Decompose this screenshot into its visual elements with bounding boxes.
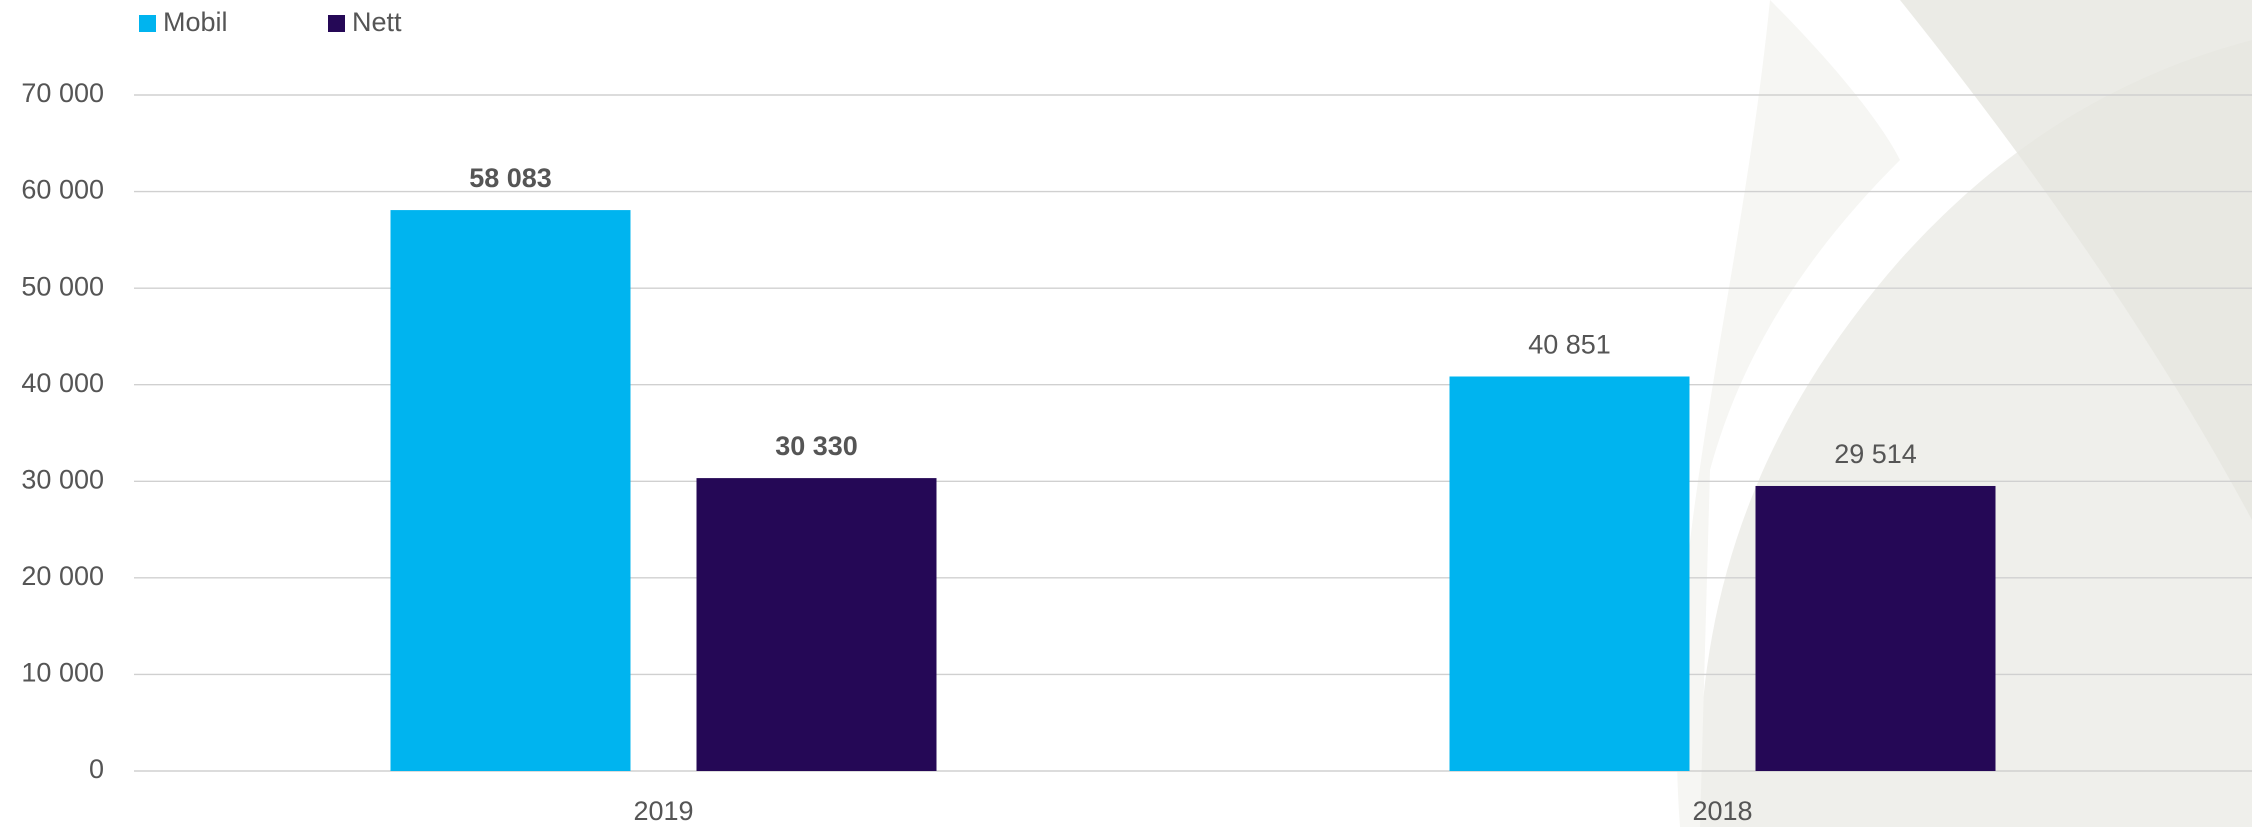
legend-swatch (328, 15, 345, 32)
bar (390, 210, 631, 771)
legend-label: Nett (352, 7, 402, 37)
x-tick-label: 2018 (1692, 796, 1752, 826)
y-tick-label: 10 000 (21, 658, 104, 688)
x-tick-label: 2019 (633, 796, 693, 826)
y-tick-label: 40 000 (21, 368, 104, 398)
value-label: 30 330 (775, 431, 858, 461)
value-label: 40 851 (1528, 330, 1611, 360)
legend-swatch (139, 15, 156, 32)
y-tick-label: 20 000 (21, 561, 104, 591)
y-tick-label: 70 000 (21, 78, 104, 108)
bar (696, 478, 937, 771)
bar (1449, 376, 1690, 771)
y-tick-label: 50 000 (21, 271, 104, 301)
value-label: 58 083 (469, 163, 552, 193)
legend-label: Mobil (163, 7, 228, 37)
y-tick-label: 30 000 (21, 464, 104, 494)
y-tick-label: 0 (89, 754, 104, 784)
value-label: 29 514 (1834, 439, 1917, 469)
y-tick-label: 60 000 (21, 175, 104, 205)
bar (1755, 485, 1996, 771)
